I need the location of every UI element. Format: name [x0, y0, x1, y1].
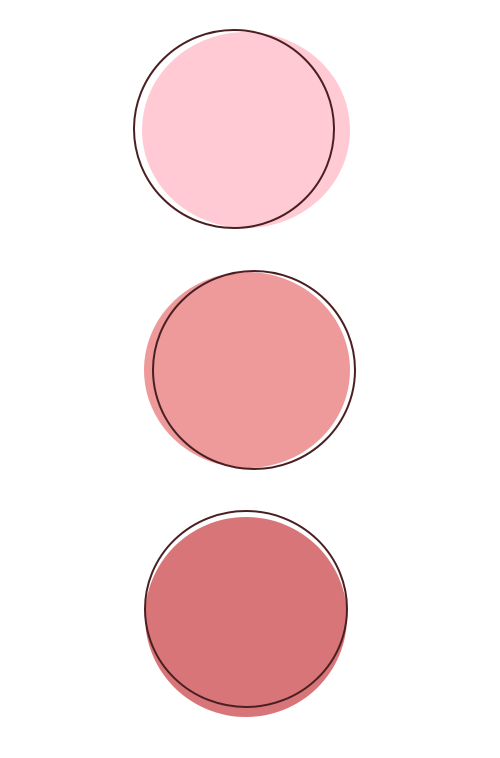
swatch-medium-pink	[144, 270, 356, 470]
swatch-light-pink-fill	[142, 32, 350, 228]
swatch-dusty-rose	[144, 510, 348, 717]
swatch-dusty-rose-fill	[145, 517, 347, 717]
swatch-medium-pink-fill	[144, 272, 350, 468]
swatch-light-pink-outline	[133, 29, 335, 229]
swatch-light-pink	[133, 29, 350, 229]
swatch-medium-pink-outline	[152, 270, 356, 470]
swatch-dusty-rose-outline	[144, 510, 348, 708]
